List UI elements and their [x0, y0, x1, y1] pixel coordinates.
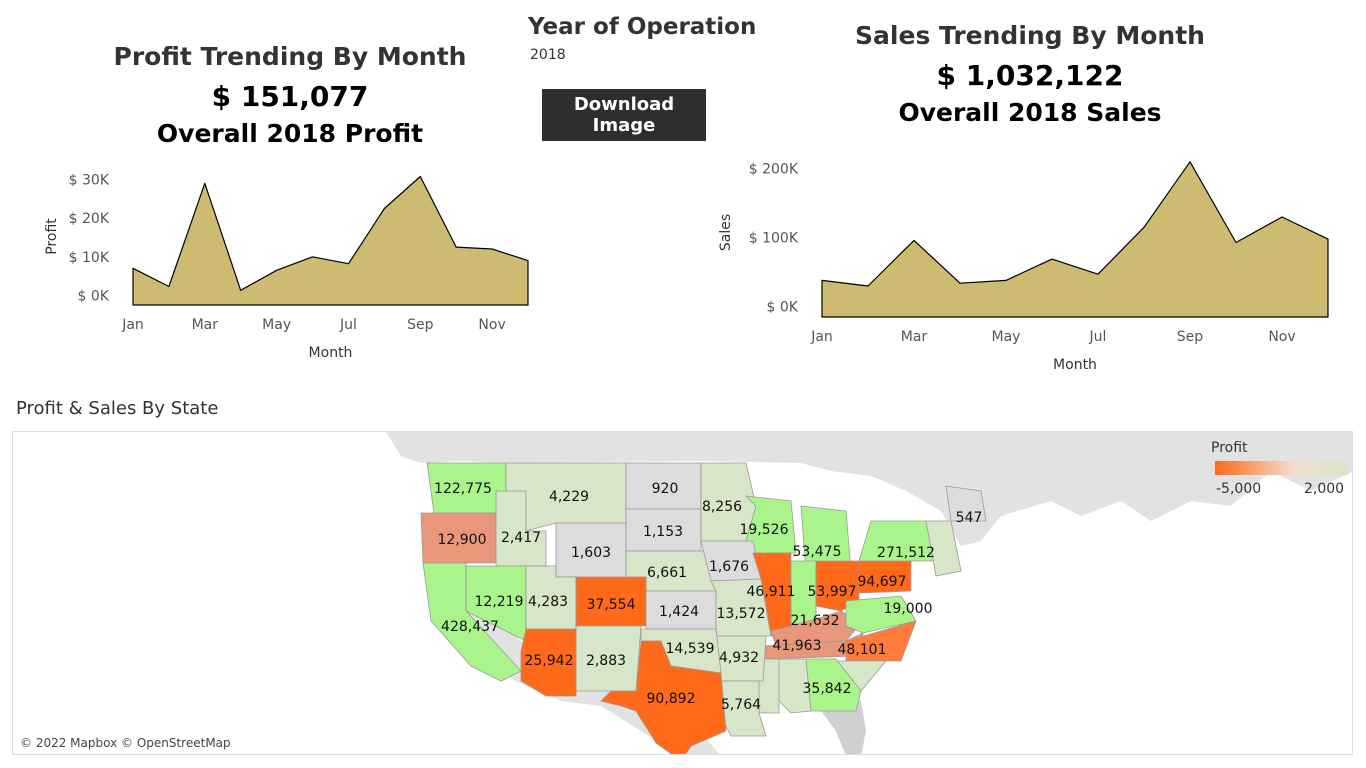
state-value-label: 53,997	[808, 584, 857, 600]
map-attribution: © 2022 Mapbox © OpenStreetMap	[20, 736, 231, 750]
state-value-label: 53,475	[793, 544, 842, 560]
state-value-label: 48,101	[838, 642, 887, 658]
chart1-xtick-label: Jan	[810, 329, 833, 345]
state-value-label: 1,676	[709, 559, 749, 575]
sales-chart-title: Sales Trending By Month	[855, 21, 1205, 50]
chart0-area[interactable]	[132, 175, 529, 306]
profit-subtitle: Overall 2018 Profit	[156, 119, 424, 148]
state-value-label: 6,661	[647, 565, 687, 581]
state-maine[interactable]	[945, 485, 987, 522]
basemap-canada	[386, 432, 1352, 546]
state-value-label: 35,842	[803, 681, 852, 697]
chart1-area[interactable]	[821, 161, 1329, 318]
state-value-label: 12,219	[475, 594, 524, 610]
chart1-x-axis-label: Month	[1053, 357, 1097, 373]
sales-subtitle: Overall 2018 Sales	[898, 98, 1162, 127]
chart0-ytick-label: $ 10K	[69, 250, 110, 266]
state-texas[interactable]	[600, 640, 727, 755]
state-value-label: 37,554	[587, 597, 636, 613]
chart0-y-axis-label: Profit	[44, 218, 60, 255]
chart0-xtick-label: Jan	[121, 317, 144, 333]
chart0-xtick-label: Nov	[478, 317, 505, 333]
chart1-xtick-label: Mar	[901, 329, 928, 345]
state-value-label: 2,883	[586, 653, 626, 669]
sales-total-value: $ 1,032,122	[936, 59, 1124, 92]
chart0-xtick-label: Jul	[339, 317, 357, 333]
chart1-xtick-label: Jul	[1089, 329, 1107, 345]
state-map[interactable]: 122,775 4,229 920 8,256 12,900 2,417 1,603 1,15…	[12, 431, 1353, 755]
state-value-label: 920	[652, 481, 679, 497]
state-value-label: 4,283	[528, 594, 568, 610]
state-value-label: 90,892	[647, 691, 696, 707]
state-value-label: 428,437	[441, 619, 499, 635]
download-image-button[interactable]: Download Image	[542, 89, 706, 141]
legend-min-label: -5,000	[1216, 481, 1262, 497]
chart1-xtick-label: Nov	[1268, 329, 1295, 345]
legend-max-label: 2,000	[1304, 481, 1345, 497]
state-value-label: 19,000	[884, 601, 933, 617]
state-value-label: 14,539	[666, 641, 715, 657]
year-filter-value[interactable]: 2018	[530, 47, 566, 63]
state-value-label: 94,697	[858, 574, 907, 590]
state-value-label: 2,417	[501, 530, 541, 546]
chart1-xtick-label: May	[992, 329, 1021, 345]
state-value-label: 547	[956, 510, 983, 526]
state-value-label: 12,900	[438, 532, 487, 548]
chart0-xtick-label: Sep	[407, 317, 434, 333]
chart1-ytick-label: $ 0K	[767, 300, 799, 316]
legend-color-ramp	[1215, 461, 1348, 475]
state-value-label: 19,526	[740, 522, 789, 538]
map-title: Profit & Sales By State	[16, 398, 219, 419]
state-value-label: 5,764	[721, 697, 761, 713]
state-value-label: 4,229	[549, 489, 589, 505]
chart1-ytick-label: $ 100K	[749, 231, 799, 247]
profit-chart-title: Profit Trending By Month	[113, 42, 467, 71]
state-value-label: 1,424	[659, 604, 699, 620]
state-value-label: 8,256	[702, 499, 742, 515]
state-value-label: 46,911	[747, 584, 796, 600]
legend-title: Profit	[1211, 440, 1248, 456]
state-north-carolina[interactable]	[845, 620, 917, 662]
sales-area-chart[interactable]: $ 0K $ 100K $ 200K Jan Mar May Jul Sep Nov Month S…	[700, 140, 1350, 380]
state-value-label: 21,632	[791, 613, 840, 629]
state-value-label: 4,932	[719, 650, 759, 666]
state-value-label: 25,942	[525, 653, 574, 669]
state-arizona[interactable]	[520, 628, 577, 697]
state-value-label: 1,603	[571, 545, 611, 561]
chart0-ytick-label: $ 20K	[69, 211, 110, 227]
chart1-xtick-label: Sep	[1177, 329, 1204, 345]
chart0-xtick-label: May	[262, 317, 291, 333]
profit-area-chart[interactable]: $ 0K $ 10K $ 20K $ 30K Jan Mar May Jul Sep Nov Mon…	[30, 160, 550, 370]
chart0-ytick-label: $ 0K	[78, 288, 110, 304]
state-value-label: 41,963	[773, 638, 822, 654]
chart0-ytick-label: $ 30K	[69, 173, 110, 189]
state-value-label: 271,512	[877, 545, 935, 561]
us-map-svg[interactable]: 122,775 4,229 920 8,256 12,900 2,417 1,603 1,15…	[13, 432, 1353, 755]
profit-total-value: $ 151,077	[211, 80, 369, 113]
year-filter-title: Year of Operation	[528, 14, 757, 40]
state-value-label: 13,572	[717, 606, 766, 622]
state-virginia[interactable]	[845, 595, 917, 634]
state-value-label: 122,775	[434, 481, 492, 497]
chart1-ytick-label: $ 200K	[749, 162, 799, 178]
state-value-label: 1,153	[643, 524, 683, 540]
chart0-x-axis-label: Month	[309, 345, 353, 361]
chart1-y-axis-label: Sales	[718, 214, 734, 251]
chart0-xtick-label: Mar	[192, 317, 219, 333]
state-new-england[interactable]	[925, 520, 962, 577]
